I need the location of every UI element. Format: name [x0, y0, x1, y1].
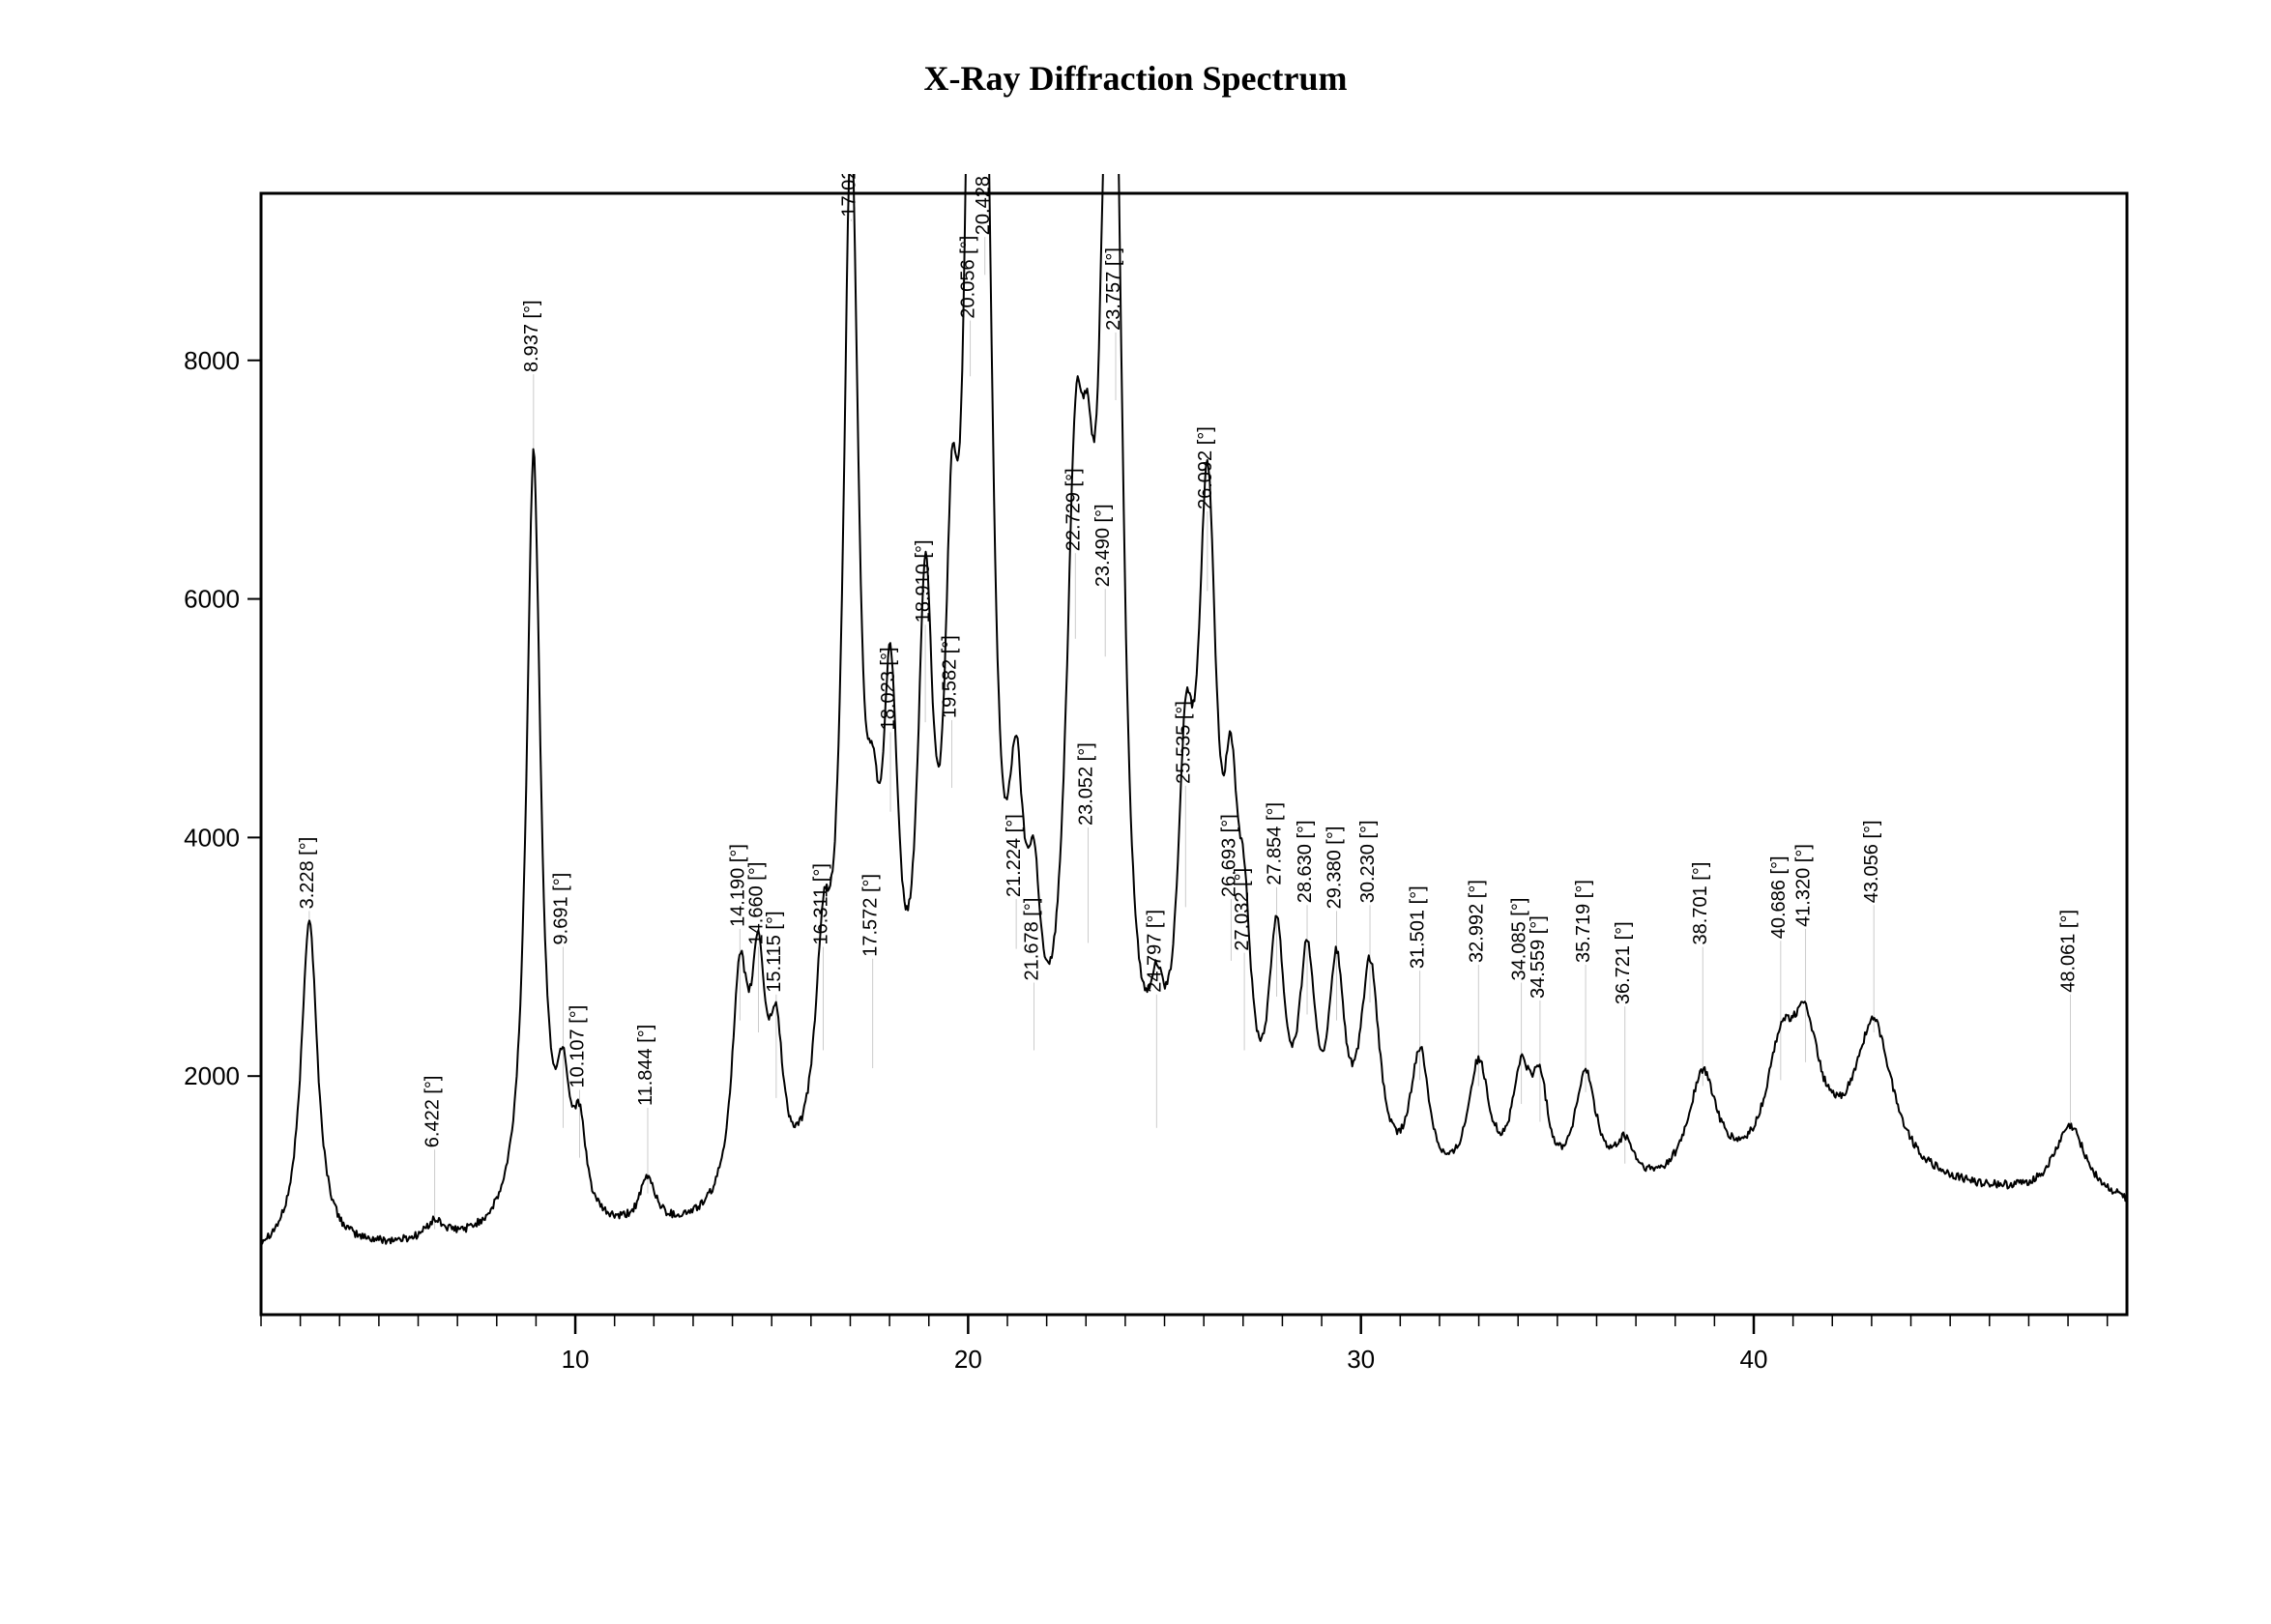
peak-label: 23.052 [°] [1075, 742, 1096, 826]
peak-label: 24.797 [°] [1144, 910, 1165, 993]
peak-label: 20.056 [°] [958, 236, 979, 319]
peak-label: 3.228 [°] [297, 837, 318, 910]
peak-label: 22.729 [°] [1063, 468, 1084, 551]
peak-label: 15.115 [°] [764, 911, 785, 992]
peak-label: 40.686 [°] [1768, 856, 1790, 939]
peak-label: 31.501 [°] [1408, 885, 1429, 969]
peak-label: 35.719 [°] [1573, 880, 1594, 963]
peak-label: 32.992 [°] [1466, 880, 1487, 963]
peak-label: 9.691 [°] [550, 873, 571, 945]
chart-container: 2000 4000 6000 8000 10 20 30 40 3.228 [°] 6.422 [… [145, 174, 2156, 1421]
peak-label: 17.021 [°] [838, 174, 859, 218]
chart-title: X-Ray Diffraction Spectrum [0, 58, 2271, 99]
peak-label: 29.380 [°] [1324, 826, 1345, 910]
page: X-Ray Diffraction Spectrum 2000 4000 6000 8… [0, 0, 2271, 1624]
peak-label: 19.582 [°] [939, 635, 960, 718]
peak-label: 34.559 [°] [1528, 915, 1549, 999]
peak-label: 18.023 [°] [878, 647, 899, 730]
peak-label: 27.032 [°] [1232, 868, 1253, 951]
peak-label: 23.490 [°] [1092, 504, 1114, 587]
peak-label: 27.854 [°] [1264, 802, 1285, 885]
x-tick-label: 30 [1347, 1345, 1375, 1374]
peak-label: 16.311 [°] [810, 863, 831, 944]
y-tick-label: 8000 [184, 346, 240, 375]
y-tick-label: 6000 [184, 585, 240, 614]
peak-label: 21.224 [°] [1004, 814, 1025, 897]
peak-label: 21.678 [°] [1022, 898, 1043, 981]
peak-label: 23.757 [°] [1103, 247, 1124, 331]
peak-label: 20.428 [°] [973, 174, 994, 235]
peak-label: 6.422 [°] [422, 1076, 444, 1148]
xrd-chart: 2000 4000 6000 8000 10 20 30 40 3.228 [°] 6.422 [… [145, 174, 2156, 1421]
y-tick-label: 2000 [184, 1061, 240, 1090]
peak-label: 28.630 [°] [1295, 820, 1316, 903]
peak-label: 48.061 [°] [2058, 910, 2080, 993]
peak-label: 30.230 [°] [1357, 820, 1379, 903]
x-tick-label: 20 [954, 1345, 982, 1374]
y-tick-label: 4000 [184, 823, 240, 852]
peak-label: 38.701 [°] [1690, 862, 1711, 945]
peak-label: 25.535 [°] [1173, 701, 1194, 784]
peak-label: 10.107 [°] [567, 1005, 588, 1088]
peak-label: 36.721 [°] [1613, 921, 1634, 1004]
x-tick-label: 10 [562, 1345, 590, 1374]
x-tick-label: 40 [1740, 1345, 1768, 1374]
peak-label: 26.092 [°] [1195, 426, 1216, 509]
peak-label: 17.572 [°] [860, 874, 882, 957]
peak-label: 8.937 [°] [521, 300, 542, 372]
peak-label: 41.320 [°] [1793, 844, 1815, 927]
peak-label: 18.910 [°] [913, 539, 934, 623]
peak-label: 43.056 [°] [1861, 820, 1882, 903]
peak-label: 11.844 [°] [635, 1025, 656, 1106]
